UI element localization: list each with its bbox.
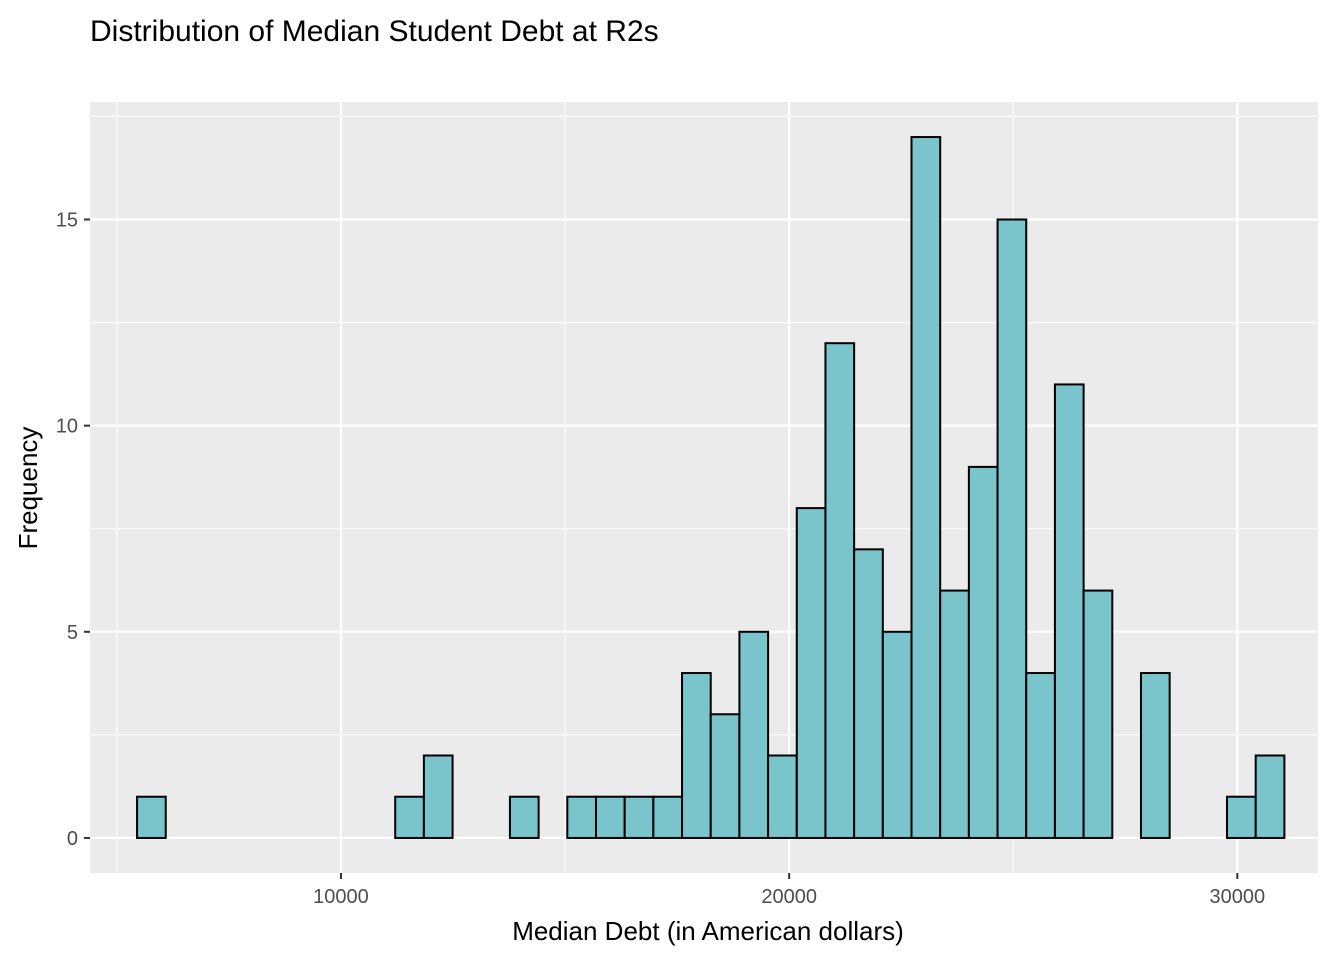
histogram-bar bbox=[1139, 672, 1171, 839]
histogram-bar bbox=[1082, 589, 1114, 839]
histogram-bar bbox=[881, 630, 913, 839]
x-tick-label: 20000 bbox=[761, 886, 817, 908]
histogram-bar bbox=[1226, 795, 1257, 839]
y-tick-label: 15 bbox=[56, 210, 78, 232]
histogram-bar bbox=[136, 795, 167, 839]
histogram-bar bbox=[738, 630, 770, 839]
histogram-bar bbox=[853, 548, 884, 839]
y-tick-label: 0 bbox=[67, 828, 78, 850]
histogram-bar bbox=[508, 795, 540, 839]
y-tick-label: 5 bbox=[67, 622, 78, 644]
histogram-bar bbox=[795, 507, 827, 839]
x-tick-label: 30000 bbox=[1210, 886, 1266, 908]
histogram-bar bbox=[967, 465, 999, 839]
histogram-bar bbox=[1053, 383, 1085, 839]
histogram-bar bbox=[996, 218, 1028, 839]
histogram-bar bbox=[939, 589, 970, 839]
chart-title: Distribution of Median Student Debt at R… bbox=[90, 15, 659, 48]
x-tick-label: 10000 bbox=[313, 886, 369, 908]
histogram-bar bbox=[623, 795, 655, 839]
histogram-bar bbox=[1025, 672, 1056, 839]
histogram-bar bbox=[594, 795, 626, 839]
y-tick-label: 10 bbox=[56, 416, 78, 438]
histogram-bar bbox=[910, 136, 942, 839]
histogram-bar bbox=[566, 795, 597, 839]
histogram-bars bbox=[136, 136, 1286, 839]
histogram-bar bbox=[422, 754, 454, 839]
histogram-bar bbox=[652, 795, 684, 839]
histogram-bar bbox=[767, 754, 798, 839]
histogram-bar bbox=[824, 342, 856, 839]
x-axis-title: Median Debt (in American dollars) bbox=[512, 916, 904, 946]
x-axis: 10000 20000 30000 bbox=[313, 873, 1265, 908]
histogram-bar bbox=[394, 795, 425, 839]
y-axis-title: Frequency bbox=[13, 427, 43, 550]
y-axis: 0 5 10 15 bbox=[56, 210, 90, 850]
histogram-bar bbox=[1254, 754, 1286, 839]
histogram-bar bbox=[681, 672, 712, 839]
histogram-bar bbox=[709, 713, 741, 839]
